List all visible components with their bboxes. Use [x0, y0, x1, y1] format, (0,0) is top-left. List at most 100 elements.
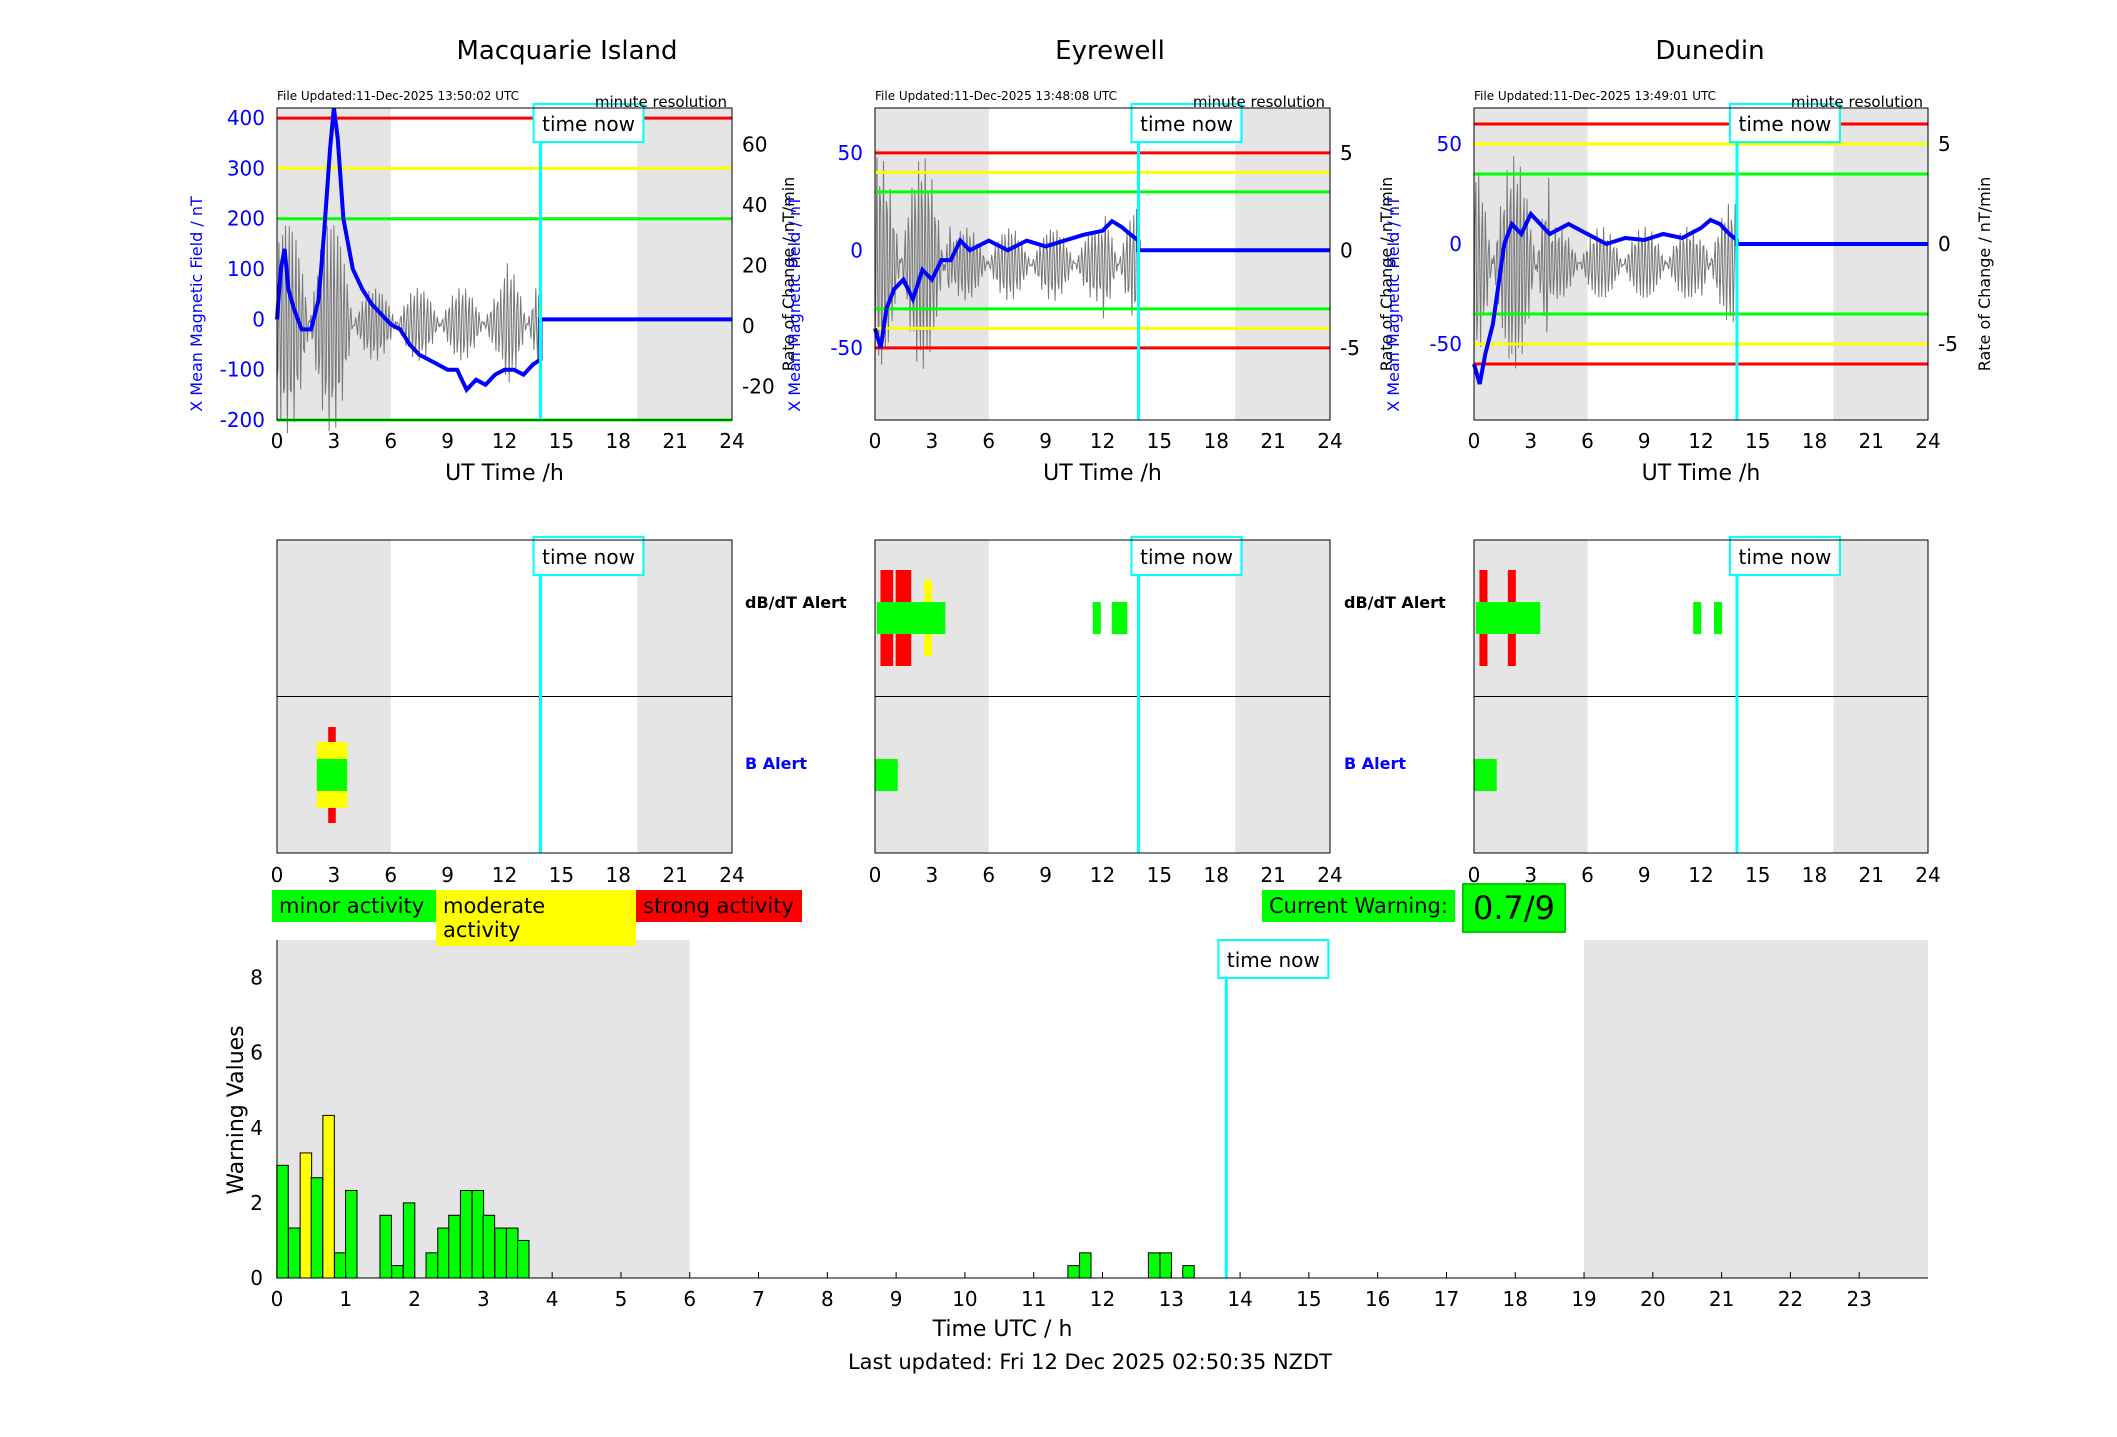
warning-y-axis-label: Warning Values: [224, 1025, 249, 1194]
dbdt-alert-band: [876, 602, 942, 634]
alert-hour-tick-label: 24: [1915, 863, 1940, 887]
warning-bar: [437, 1227, 450, 1279]
warning-hour-tick-label: 7: [752, 1287, 765, 1311]
warning-bar: [345, 1189, 358, 1279]
warning-time-now-label: time now: [1227, 948, 1320, 972]
warning-hour-tick-label: 12: [1090, 1287, 1115, 1311]
legend-strong: strong activity: [636, 890, 802, 922]
left-tick-label: -100: [220, 358, 265, 382]
warning-x-axis-label: Time UTC / h: [932, 1317, 1073, 1342]
hour-tick-label: 12: [492, 429, 517, 453]
right-tick-label: -20: [742, 375, 775, 399]
hour-tick-label: 0: [1468, 429, 1481, 453]
warning-time-now-box: [1217, 939, 1330, 979]
alert-time-now-box: [1728, 536, 1841, 576]
hour-tick-label: 24: [719, 429, 744, 453]
hour-tick-label: 18: [1204, 429, 1229, 453]
warning-hour-tick-label: 4: [546, 1287, 559, 1311]
warning-bar: [1067, 1265, 1080, 1279]
warning-bar: [287, 1227, 301, 1279]
shaded-night-region: [1235, 108, 1330, 420]
alert-hour-tick-label: 12: [492, 863, 517, 887]
right-tick-label: 20: [742, 254, 767, 278]
hour-tick-label: 12: [1090, 429, 1115, 453]
left-tick-label: 400: [227, 106, 265, 130]
warning-hour-tick-label: 9: [890, 1287, 903, 1311]
left-tick-label: 0: [1449, 232, 1462, 256]
time-now-label: time now: [1739, 112, 1832, 136]
warning-hour-tick-label: 15: [1296, 1287, 1321, 1311]
dbdt-alert-mark: [1092, 602, 1101, 634]
y-axis-label-right: Rate of Change / nT/min: [779, 177, 798, 372]
rate-of-change-trace: [874, 157, 1139, 369]
alert-plot-frame: [1473, 539, 1929, 854]
dbdt-alert-label: dB/dT Alert: [745, 593, 847, 612]
shaded-night-region: [637, 108, 732, 420]
warning-hour-tick-label: 17: [1434, 1287, 1459, 1311]
shaded-night-region: [875, 108, 989, 420]
warning-bar: [494, 1227, 507, 1279]
alert-hour-tick-label: 15: [549, 863, 574, 887]
warning-bar: [391, 1265, 404, 1279]
alert-plot-frame: [276, 539, 733, 854]
hour-tick-label: 6: [1581, 429, 1594, 453]
hour-tick-label: 18: [1802, 429, 1827, 453]
hour-tick-label: 18: [606, 429, 631, 453]
alert-hour-tick-label: 3: [328, 863, 341, 887]
warning-bar: [448, 1214, 461, 1279]
right-tick-label: -5: [1340, 336, 1360, 360]
warning-bar: [506, 1227, 519, 1279]
left-tick-label: 0: [252, 307, 265, 331]
warning-hour-tick-label: 18: [1503, 1287, 1528, 1311]
b-alert-mark: [875, 759, 898, 791]
alert-time-now-box: [1130, 536, 1243, 576]
shaded-night-region: [1833, 108, 1928, 420]
warning-hour-tick-label: 2: [408, 1287, 421, 1311]
left-tick-label: -50: [830, 336, 863, 360]
warning-y-tick-label: 0: [250, 1266, 263, 1290]
hour-tick-label: 15: [1745, 429, 1770, 453]
file-updated-text: File Updated:11-Dec-2025 13:49:01 UTC: [1474, 89, 1716, 103]
time-now-label: time now: [542, 112, 635, 136]
alert-hour-tick-label: 6: [384, 863, 397, 887]
warning-hour-tick-label: 16: [1365, 1287, 1390, 1311]
warning-y-tick-label: 2: [250, 1191, 263, 1215]
dbdt-alert-mark: [1111, 602, 1120, 634]
alert-hour-tick-label: 21: [1859, 863, 1884, 887]
warning-bar: [471, 1189, 485, 1279]
hour-tick-label: 9: [1039, 429, 1052, 453]
y-axis-label-left: X Mean Magnetic Field / nT: [187, 196, 206, 412]
warning-bar: [517, 1239, 530, 1279]
b-alert-label: B Alert: [745, 754, 807, 773]
warning-y-tick-label: 4: [250, 1116, 263, 1140]
dbdt-alert-mark: [1119, 602, 1128, 634]
warning-y-tick-label: 6: [250, 1041, 263, 1065]
warning-hour-tick-label: 6: [683, 1287, 696, 1311]
warning-bar: [459, 1189, 473, 1279]
station-title-macquarie: Macquarie Island: [456, 36, 678, 66]
alert-hour-tick-label: 9: [441, 863, 454, 887]
time-now-label: time now: [1140, 112, 1233, 136]
alert-hour-tick-label: 0: [1468, 863, 1481, 887]
hour-tick-label: 3: [1524, 429, 1537, 453]
alert-hour-tick-label: 18: [1802, 863, 1827, 887]
field-plot-frame: [874, 107, 1331, 421]
warning-hour-tick-label: 19: [1571, 1287, 1596, 1311]
hour-tick-label: 0: [271, 429, 284, 453]
alert-hour-tick-label: 24: [719, 863, 744, 887]
warning-bar: [425, 1252, 439, 1279]
alert-time-now-label: time now: [1739, 545, 1832, 569]
b-alert-label: B Alert: [1344, 754, 1406, 773]
legend-minor: minor activity: [272, 890, 436, 922]
alert-hour-tick-label: 15: [1745, 863, 1770, 887]
time-now-box: [532, 103, 645, 143]
alert-time-now-box: [532, 536, 645, 576]
alert-hour-tick-label: 0: [271, 863, 284, 887]
right-tick-label: 5: [1340, 141, 1353, 165]
y-axis-label-left: X Mean Magnetic Field / nT: [1384, 196, 1403, 412]
time-now-box: [1728, 103, 1841, 143]
warning-bar: [1147, 1252, 1161, 1279]
alert-hour-tick-label: 3: [926, 863, 939, 887]
station-title-eyrewell: Eyrewell: [1055, 36, 1165, 66]
